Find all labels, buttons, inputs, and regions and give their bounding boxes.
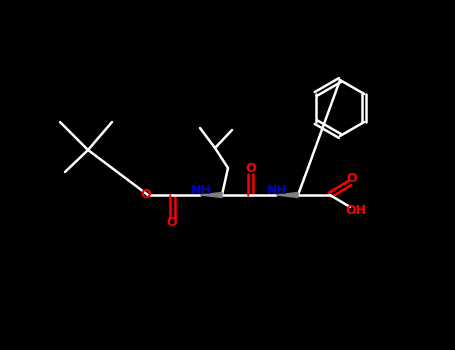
Text: O: O bbox=[246, 162, 256, 175]
Polygon shape bbox=[200, 193, 222, 197]
Text: OH: OH bbox=[345, 204, 366, 217]
Text: O: O bbox=[167, 217, 177, 230]
Text: O: O bbox=[347, 172, 357, 184]
Text: NH: NH bbox=[191, 183, 212, 196]
Text: NH: NH bbox=[267, 183, 288, 196]
Polygon shape bbox=[276, 193, 298, 197]
Text: O: O bbox=[141, 189, 152, 202]
